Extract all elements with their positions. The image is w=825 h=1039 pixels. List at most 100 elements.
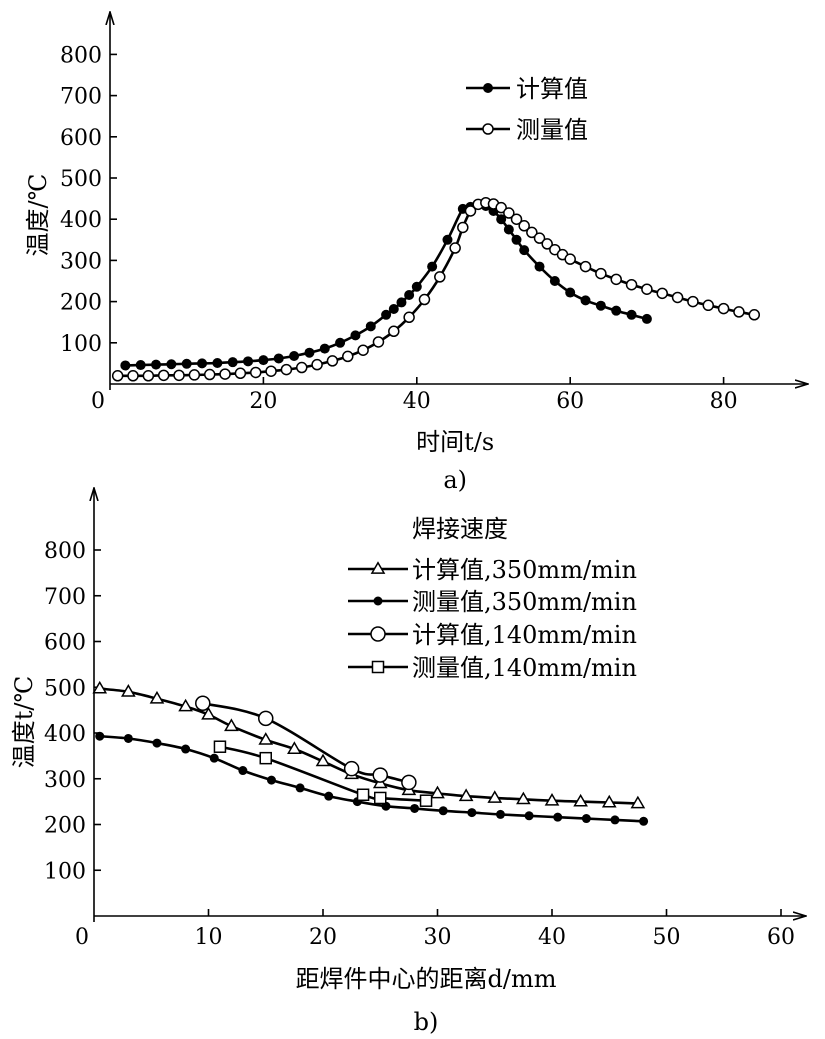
data-point (639, 816, 649, 826)
data-point (127, 370, 139, 382)
legend-title: 焊接速度 (412, 515, 508, 543)
data-point (372, 336, 385, 348)
data-point (410, 803, 420, 813)
data-point (511, 234, 522, 245)
data-point (178, 698, 193, 712)
data-point (166, 359, 177, 370)
legend-marker (370, 626, 386, 642)
data-point (630, 795, 646, 809)
x-tick-label: 40 (403, 389, 431, 414)
data-point (326, 355, 339, 367)
data-point (273, 353, 284, 364)
data-point (259, 751, 272, 765)
data-point (342, 350, 354, 363)
data-point (458, 788, 474, 802)
series-2 (111, 196, 761, 382)
data-point (123, 733, 133, 743)
legend-label: 测量值 (516, 116, 588, 144)
y-tick-label: 600 (44, 631, 86, 656)
data-point (610, 815, 620, 825)
y-tick-label: 700 (60, 85, 102, 110)
y-axis-title: 温度t/℃ (10, 676, 38, 769)
data-point (111, 370, 124, 382)
data-point (641, 283, 653, 295)
y-tick-label: 100 (60, 332, 102, 357)
data-point (573, 793, 588, 807)
data-point (212, 357, 223, 368)
data-point (219, 368, 231, 380)
data-point (404, 290, 415, 301)
data-point (581, 814, 591, 824)
data-point (595, 267, 607, 280)
y-tick-label: 300 (44, 768, 86, 793)
data-point (388, 304, 399, 315)
legend-marker (370, 561, 386, 574)
legend-label: 计算值 (516, 75, 588, 103)
data-point (319, 343, 330, 354)
legend-label: 测量值,350mm/min (412, 588, 637, 616)
series-line (125, 203, 648, 367)
data-point (296, 361, 308, 374)
y-tick-label: 800 (60, 43, 102, 68)
y-tick-label: 100 (44, 859, 86, 884)
data-point (487, 790, 503, 803)
data-point (92, 680, 108, 694)
data-point (564, 253, 576, 265)
series-2 (95, 731, 649, 826)
data-point (142, 370, 155, 382)
data-point (266, 775, 276, 785)
data-point (181, 744, 191, 754)
legend-entry: 计算值 (466, 75, 588, 103)
data-point (457, 221, 469, 234)
data-point (388, 325, 400, 338)
data-point (188, 369, 201, 381)
data-point (495, 809, 505, 819)
data-point (553, 812, 563, 822)
data-point (372, 767, 388, 783)
x-tick-label: 20 (309, 925, 337, 950)
data-point (687, 295, 699, 308)
data-point (350, 330, 361, 341)
data-point (733, 306, 745, 318)
data-point (748, 309, 761, 321)
data-point (411, 281, 422, 292)
data-point (335, 337, 346, 348)
data-point (430, 785, 445, 799)
data-point (519, 245, 530, 256)
x-tick-label: 10 (195, 925, 223, 950)
x-tick-label: 80 (710, 389, 738, 414)
data-point (311, 358, 323, 371)
data-point (265, 365, 277, 377)
data-point (533, 232, 546, 244)
series-4 (213, 740, 433, 807)
data-point (641, 313, 652, 324)
legend-entry: 测量值 (466, 116, 588, 144)
data-point (374, 791, 387, 805)
y-tick-label: 200 (44, 814, 86, 839)
x-tick-label: 60 (767, 925, 795, 950)
data-point (625, 278, 638, 291)
data-point (419, 794, 433, 807)
data-point (324, 791, 334, 801)
legend-label: 计算值,140mm/min (412, 621, 637, 649)
data-point (580, 295, 591, 306)
data-point (518, 220, 530, 232)
data-point (356, 788, 370, 802)
data-point (544, 792, 560, 806)
data-point (234, 367, 247, 380)
data-point (238, 766, 248, 776)
panel-label: a) (443, 466, 467, 494)
x-tick-label: 40 (538, 925, 566, 950)
data-point (418, 293, 431, 306)
legend-marker (371, 660, 385, 674)
data-point (611, 305, 622, 316)
data-point (434, 271, 446, 283)
legend-marker (483, 83, 493, 93)
data-point (427, 261, 438, 272)
y-tick-label: 700 (44, 585, 86, 610)
data-point (149, 690, 165, 704)
data-point (152, 738, 162, 748)
x-tick-label: 30 (424, 925, 452, 950)
data-point (280, 363, 293, 376)
data-point (258, 710, 274, 727)
